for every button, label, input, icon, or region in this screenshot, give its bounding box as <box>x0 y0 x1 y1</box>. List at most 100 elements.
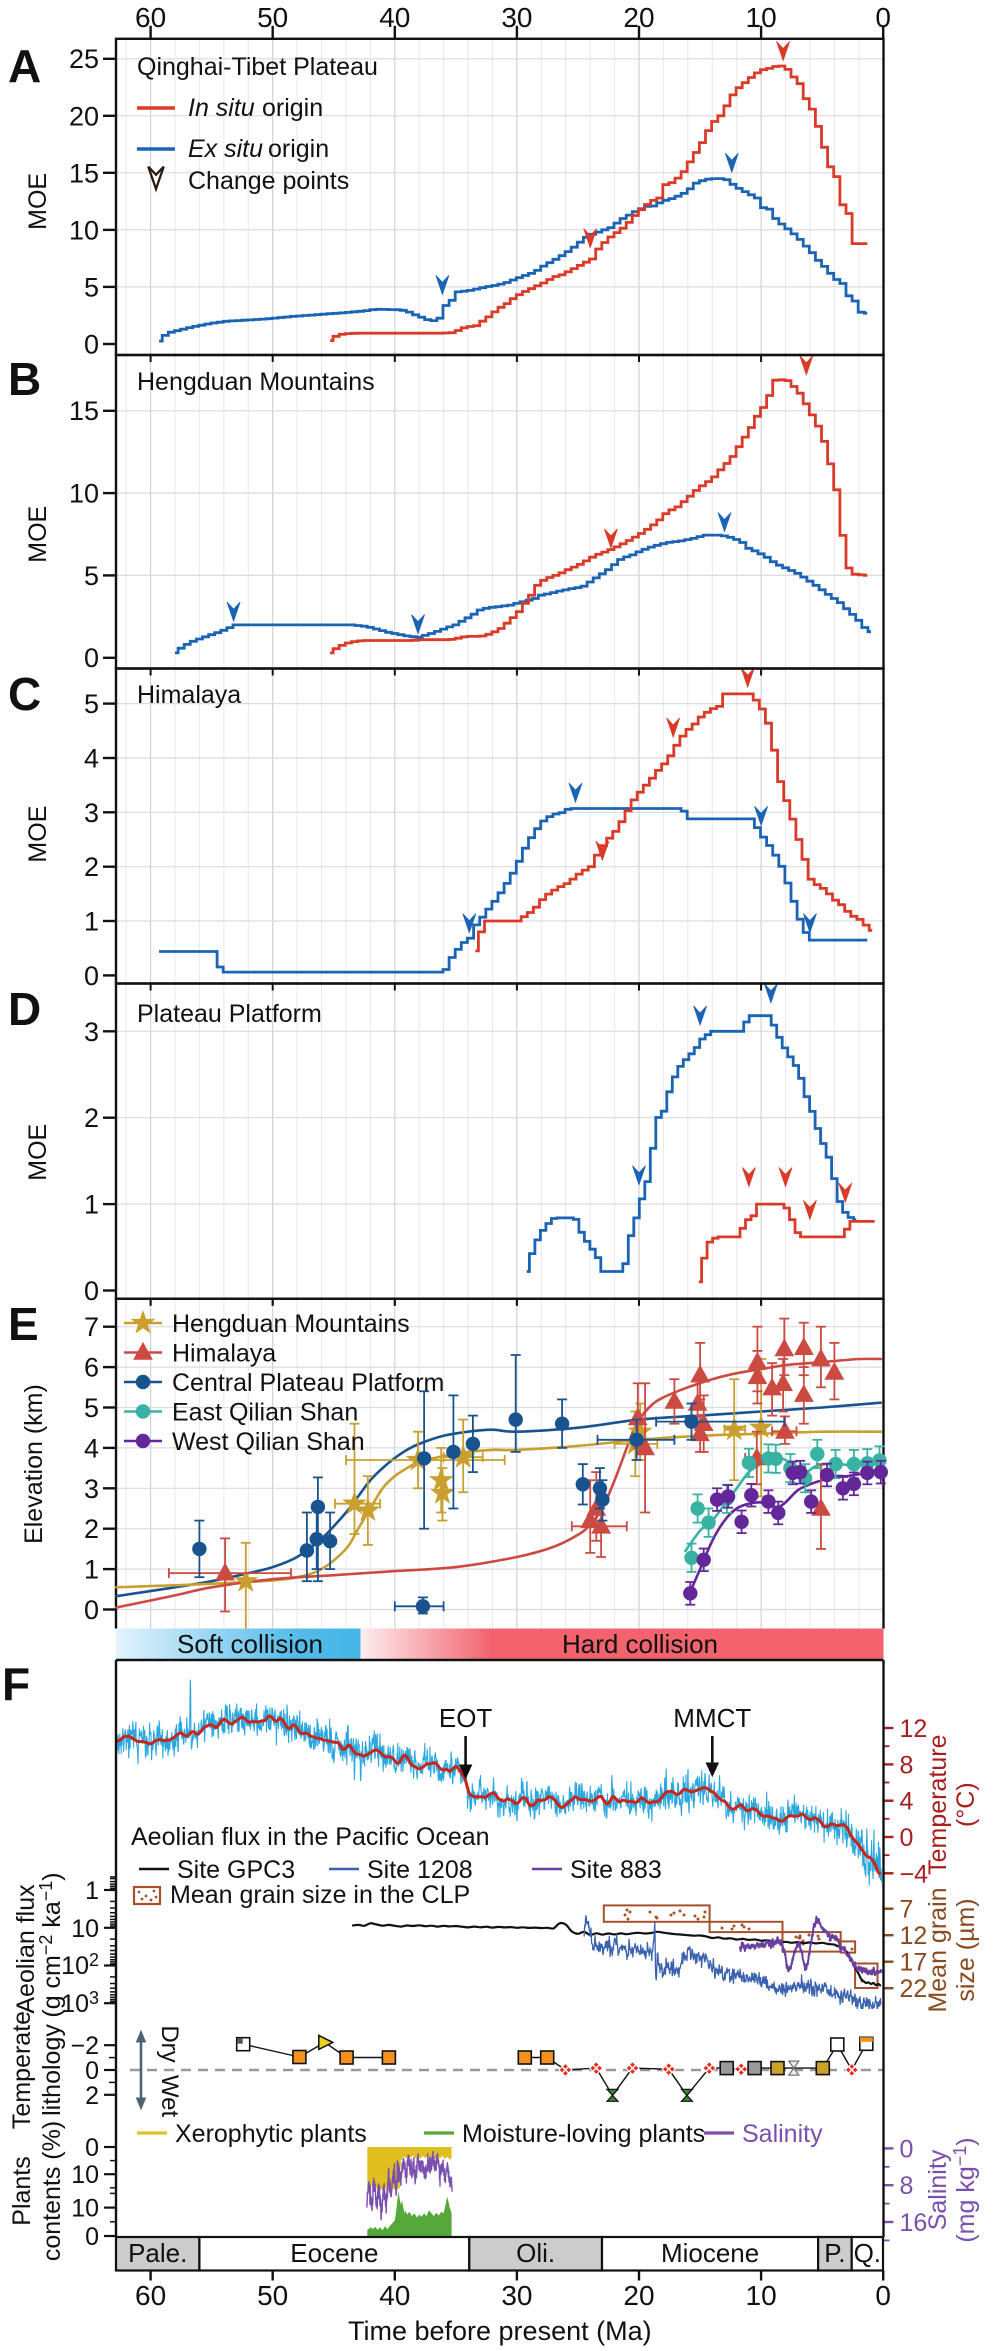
svg-text:Aeolian flux in the Pacific Oc: Aeolian flux in the Pacific Ocean <box>131 1823 490 1851</box>
svg-text:contents (%): contents (%) <box>38 2121 66 2261</box>
svg-text:15: 15 <box>69 396 99 426</box>
svg-text:1: 1 <box>84 1190 99 1220</box>
svg-text:East Qilian Shan: East Qilian Shan <box>172 1399 358 1427</box>
svg-text:2: 2 <box>84 852 99 882</box>
svg-text:Hard collision: Hard collision <box>562 1629 718 1659</box>
svg-text:Hengduan Mountains: Hengduan Mountains <box>172 1310 410 1338</box>
svg-text:Mean grain: Mean grain <box>924 1887 952 2012</box>
svg-text:10: 10 <box>746 2280 777 2311</box>
svg-text:40: 40 <box>379 2 410 33</box>
svg-text:Elevation (km): Elevation (km) <box>20 1384 48 1544</box>
svg-text:MOE: MOE <box>24 173 52 230</box>
svg-text:A: A <box>8 40 41 92</box>
svg-text:5: 5 <box>84 561 99 591</box>
svg-text:5: 5 <box>84 1393 99 1423</box>
svg-text:Plants: Plants <box>8 2156 36 2225</box>
svg-text:8: 8 <box>900 1751 914 1779</box>
svg-text:Moisture-loving plants: Moisture-loving plants <box>462 2120 705 2148</box>
svg-text:0: 0 <box>875 2280 891 2311</box>
svg-text:MOE: MOE <box>24 1124 52 1181</box>
svg-text:1: 1 <box>84 1555 99 1585</box>
svg-text:−2: −2 <box>70 2032 99 2060</box>
svg-text:Site 1208: Site 1208 <box>367 1856 473 1884</box>
svg-text:B: B <box>8 353 41 405</box>
svg-text:10: 10 <box>71 2161 99 2189</box>
svg-text:Soft collision: Soft collision <box>177 1629 323 1659</box>
svg-text:Aeolian flux: Aeolian flux <box>12 1884 40 2014</box>
svg-text:0: 0 <box>900 1824 914 1852</box>
svg-text:MMCT: MMCT <box>673 1703 751 1733</box>
svg-text:0: 0 <box>84 961 99 991</box>
svg-text:7: 7 <box>84 1312 99 1342</box>
svg-text:3: 3 <box>84 1017 99 1047</box>
svg-text:30: 30 <box>501 2 532 33</box>
svg-text:1: 1 <box>84 907 99 937</box>
svg-text:Temperature: Temperature <box>924 1735 952 1875</box>
svg-text:Qinghai-Tibet Plateau: Qinghai-Tibet Plateau <box>137 53 378 81</box>
svg-text:103: 103 <box>61 1988 99 2018</box>
svg-text:2: 2 <box>84 1103 99 1133</box>
svg-text:Temperate: Temperate <box>8 2011 36 2129</box>
svg-text:2: 2 <box>84 1514 99 1544</box>
svg-text:Himalaya: Himalaya <box>172 1340 276 1368</box>
svg-text:−4: −4 <box>900 1860 929 1888</box>
svg-text:20: 20 <box>69 101 99 131</box>
svg-text:15: 15 <box>69 158 99 188</box>
svg-text:Salinity: Salinity <box>742 2120 823 2148</box>
svg-text:Central Plateau Platform: Central Plateau Platform <box>172 1369 444 1397</box>
svg-text:Dry: Dry <box>156 2025 183 2062</box>
svg-text:10: 10 <box>69 479 99 509</box>
svg-text:P.: P. <box>824 2238 845 2268</box>
svg-text:EOT: EOT <box>439 1703 493 1733</box>
svg-text:20: 20 <box>623 2280 654 2311</box>
svg-text:17: 17 <box>900 1949 928 1977</box>
svg-text:2: 2 <box>85 2082 99 2110</box>
svg-text:20: 20 <box>623 2 654 33</box>
svg-text:E: E <box>8 1298 39 1350</box>
svg-text:Site 883: Site 883 <box>570 1856 662 1884</box>
svg-text:3: 3 <box>84 1474 99 1504</box>
svg-text:0: 0 <box>84 643 99 673</box>
svg-text:10: 10 <box>69 215 99 245</box>
svg-text:0: 0 <box>84 1595 99 1625</box>
svg-text:10: 10 <box>746 2 777 33</box>
svg-text:C: C <box>8 668 41 720</box>
svg-text:22: 22 <box>900 1975 928 2003</box>
svg-text:Hengduan Mountains: Hengduan Mountains <box>137 368 375 396</box>
svg-text:0: 0 <box>85 2223 99 2251</box>
svg-text:Plateau Platform: Plateau Platform <box>137 1000 322 1028</box>
svg-text:Salinity: Salinity <box>924 2149 952 2230</box>
svg-text:10: 10 <box>71 1915 99 1943</box>
svg-text:8: 8 <box>900 2172 914 2200</box>
svg-text:F: F <box>2 1658 30 1710</box>
svg-text:60: 60 <box>135 2280 166 2311</box>
svg-text:50: 50 <box>257 2 288 33</box>
svg-text:1: 1 <box>85 1877 99 1905</box>
svg-text:Site GPC3: Site GPC3 <box>177 1856 295 1884</box>
svg-text:3: 3 <box>84 798 99 828</box>
svg-text:West Qilian Shan: West Qilian Shan <box>172 1428 365 1456</box>
svg-text:Wet: Wet <box>156 2075 183 2118</box>
svg-text:50: 50 <box>257 2280 288 2311</box>
svg-text:0: 0 <box>85 2057 99 2085</box>
svg-text:Xerophytic plants: Xerophytic plants <box>175 2120 367 2148</box>
svg-text:4: 4 <box>84 1433 99 1463</box>
svg-text:Q.: Q. <box>854 2238 881 2268</box>
svg-text:40: 40 <box>379 2280 410 2311</box>
svg-text:Change points: Change points <box>188 167 349 195</box>
svg-text:25: 25 <box>69 44 99 74</box>
svg-text:4: 4 <box>84 744 99 774</box>
svg-text:5: 5 <box>84 689 99 719</box>
svg-text:0: 0 <box>84 329 99 359</box>
svg-text:7: 7 <box>900 1896 914 1924</box>
svg-text:Mean grain size in the CLP: Mean grain size in the CLP <box>170 1881 470 1909</box>
svg-text:Time before present (Ma): Time before present (Ma) <box>348 2316 652 2346</box>
svg-text:60: 60 <box>135 2 166 33</box>
svg-text:Eocene: Eocene <box>290 2238 378 2268</box>
svg-text:10: 10 <box>71 2195 99 2223</box>
svg-text:0: 0 <box>85 2134 99 2162</box>
svg-text:16: 16 <box>900 2209 928 2237</box>
svg-text:30: 30 <box>501 2280 532 2311</box>
